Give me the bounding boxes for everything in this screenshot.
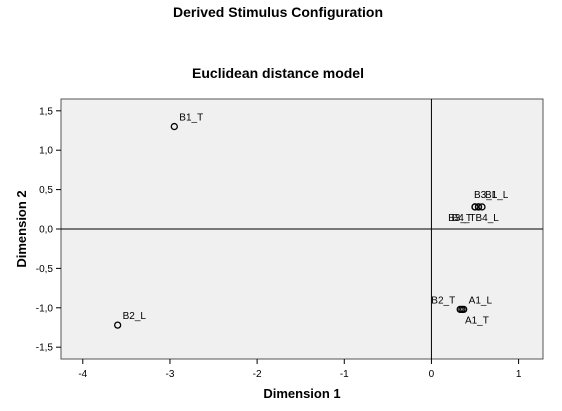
x-tick-label: -3 [165, 369, 174, 380]
y-tick-label: -1,5 [36, 343, 54, 354]
data-points: B1_T B2_L B1_LB3_L B3_TB4_T B4_L A1_L A1_T B2_T [114, 113, 509, 329]
x-tick-label: -2 [253, 369, 262, 380]
data-point-label: B1_L [485, 190, 509, 201]
data-point-label: B2_T [431, 295, 455, 306]
x-axis-label: Dimension 1 [263, 386, 340, 401]
data-point-label: B1_T [179, 113, 203, 124]
reference-lines [61, 99, 543, 359]
y-axis-ticks: -1,5 -1,0 -0,5 0,0 0,5 1,0 1,5 [36, 106, 61, 354]
data-point-marker [170, 122, 178, 131]
data-point-label: B2_L [123, 311, 147, 322]
x-tick-label: 1 [516, 369, 522, 380]
chart-title: Derived Stimulus Configuration [173, 4, 383, 20]
data-point-marker [114, 321, 122, 329]
data-point-label: B4_T [452, 213, 476, 224]
data-point-marker [474, 203, 483, 211]
data-point-label: B3_L [474, 190, 498, 201]
x-axis-ticks: -4 -3 -2 -1 0 1 [78, 359, 522, 380]
y-tick-label: 0,0 [39, 225, 53, 236]
y-tick-label: -0,5 [36, 264, 54, 275]
y-tick-label: 1,5 [39, 106, 53, 117]
data-point-marker [456, 305, 464, 314]
y-tick-label: 0,5 [39, 185, 53, 196]
x-tick-label: -1 [340, 369, 349, 380]
data-point-label: B4_L [476, 213, 500, 224]
x-tick-label: 0 [429, 369, 435, 380]
y-axis-label: Dimension 2 [14, 190, 29, 267]
x-tick-label: -4 [78, 369, 87, 380]
chart-subtitle: Euclidean distance model [192, 65, 364, 81]
y-tick-label: -1,0 [36, 303, 54, 314]
data-point-label: A1_T [465, 315, 489, 326]
data-point-label: B3_T [448, 213, 472, 224]
data-point-marker [471, 203, 479, 211]
y-tick-label: 1,0 [39, 146, 53, 157]
data-point-label: A1_L [469, 295, 493, 306]
data-point-marker [478, 203, 486, 211]
